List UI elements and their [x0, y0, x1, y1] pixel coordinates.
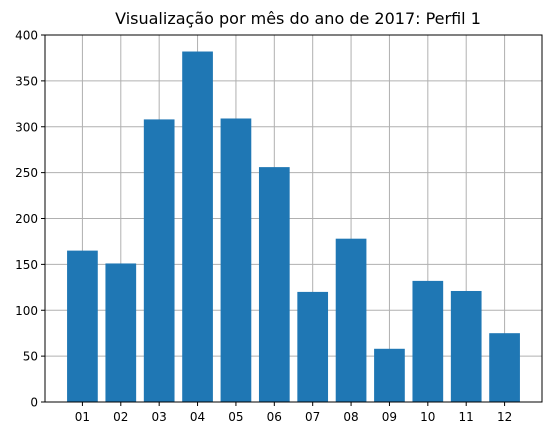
- bar-03: [143, 119, 175, 402]
- bar-11: [450, 290, 482, 402]
- y-tick-label: 300: [15, 120, 38, 134]
- bar-02: [105, 263, 137, 402]
- y-tick-label: 150: [15, 258, 38, 272]
- x-tick-label: 01: [75, 410, 90, 424]
- bars: [67, 51, 520, 403]
- x-tick-label: 11: [459, 410, 474, 424]
- x-tick-label: 02: [113, 410, 128, 424]
- bar-10: [412, 280, 444, 402]
- chart-title: Visualização por mês do ano de 2017: Per…: [115, 9, 481, 28]
- x-axis: 01 02 03 04 05 06 07 08 09 10 11 12: [75, 402, 512, 424]
- x-tick-label: 10: [420, 410, 435, 424]
- y-tick-label: 100: [15, 304, 38, 318]
- y-axis: 0 50 100 150 200 250 300 350 400: [15, 29, 45, 410]
- y-tick-label: 400: [15, 29, 38, 43]
- bar-04: [182, 51, 213, 402]
- y-tick-label: 0: [30, 396, 38, 410]
- bar-09: [374, 348, 405, 402]
- bar-05: [220, 118, 252, 403]
- x-tick-label: 07: [305, 410, 320, 424]
- x-tick-label: 05: [228, 410, 243, 424]
- x-tick-label: 06: [267, 410, 282, 424]
- bar-01: [67, 250, 98, 402]
- x-tick-label: 03: [152, 410, 167, 424]
- x-tick-label: 04: [190, 410, 205, 424]
- y-tick-label: 250: [15, 166, 38, 180]
- bar-06: [258, 167, 290, 402]
- y-tick-label: 350: [15, 74, 38, 88]
- y-tick-label: 200: [15, 212, 38, 226]
- bar-08: [335, 238, 367, 402]
- bar-07: [297, 291, 329, 402]
- y-tick-label: 50: [23, 350, 38, 364]
- x-tick-label: 12: [497, 410, 512, 424]
- x-tick-label: 09: [382, 410, 397, 424]
- bar-12: [489, 333, 520, 402]
- x-tick-label: 08: [343, 410, 358, 424]
